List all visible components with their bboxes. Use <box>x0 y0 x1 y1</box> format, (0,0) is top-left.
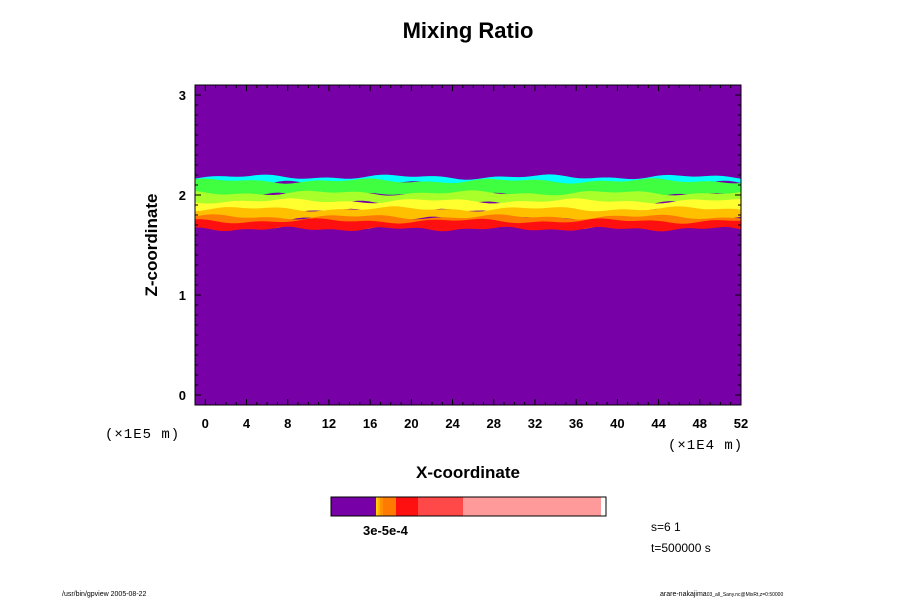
y-tick-label: 1 <box>179 288 186 303</box>
step-label: s=6 1 <box>651 520 681 534</box>
tick-marks <box>195 85 742 405</box>
time-label: t=500000 s <box>651 541 711 555</box>
x-tick-label: 0 <box>202 416 209 431</box>
y-tick-label: 3 <box>179 88 186 103</box>
x-tick-label: 24 <box>445 416 460 431</box>
plot-background <box>195 85 741 405</box>
colorbar-segment-0 <box>331 497 376 516</box>
x-tick-label: 40 <box>610 416 624 431</box>
x-tick-labels: 0 4 8 12 16 20 24 28 32 36 40 44 48 52 <box>202 416 749 431</box>
footer-left: /usr/bin/gpview 2005-08-22 <box>62 591 147 598</box>
colorbar-segment-6 <box>418 497 463 516</box>
x-tick-label: 28 <box>487 416 501 431</box>
colorbar-segment-7 <box>463 497 601 516</box>
colorbar: 3e-5e-4 <box>330 496 607 538</box>
x-tick-label: 44 <box>651 416 666 431</box>
y-tick-labels: 0 1 2 3 <box>179 88 186 403</box>
x-tick-label: 12 <box>322 416 336 431</box>
x-tick-label: 8 <box>284 416 291 431</box>
plot-area <box>194 84 742 406</box>
x-tick-label: 32 <box>528 416 542 431</box>
colorbar-segment-5 <box>396 497 418 516</box>
x-tick-label: 16 <box>363 416 377 431</box>
x-tick-label: 48 <box>693 416 707 431</box>
contour-layers <box>195 174 741 232</box>
footer-user-name: arare-nakajima <box>660 591 707 598</box>
y-tick-label: 2 <box>179 188 186 203</box>
x-tick-label: 4 <box>243 416 251 431</box>
footer-user: arare-nakajima03_all_Sany.nc@MixRt,z=0:5… <box>660 591 783 598</box>
y-axis-title: Z-coordinate <box>142 194 161 297</box>
contour-layer-6 <box>195 218 741 232</box>
chart-title: Mixing Ratio <box>403 18 534 43</box>
colorbar-segment-2 <box>378 497 380 516</box>
y-axis-unit: (×1E5 m) <box>105 427 180 443</box>
y-tick-label: 0 <box>179 388 186 403</box>
x-axis-title: X-coordinate <box>416 463 520 482</box>
colorbar-frame <box>330 496 607 517</box>
x-axis-unit: (×1E4 m) <box>668 438 743 454</box>
x-tick-label: 36 <box>569 416 583 431</box>
x-tick-label: 52 <box>734 416 748 431</box>
contour-layer-3 <box>195 198 741 214</box>
colorbar-label: 3e-5e-4 <box>363 523 409 538</box>
x-tick-label: 20 <box>404 416 418 431</box>
footer-user-detail: 03_all_Sany.nc@MixRt,z=0:50000 <box>707 592 784 598</box>
colorbar-segment-3 <box>380 497 383 516</box>
colorbar-segment-4 <box>383 497 396 516</box>
colorbar-segment-1 <box>376 497 378 516</box>
